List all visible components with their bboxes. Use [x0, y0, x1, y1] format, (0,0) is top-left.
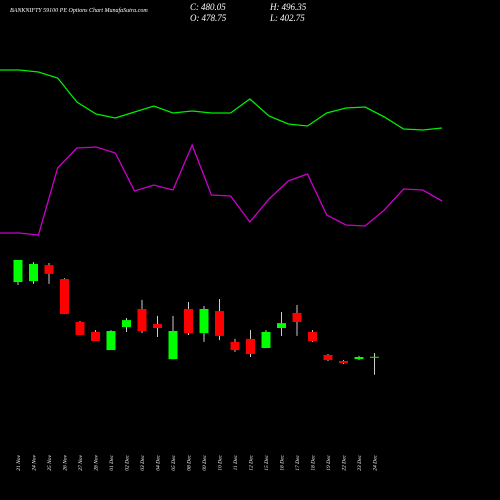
x-tick-label: 12 Dec: [249, 454, 255, 470]
x-tick-label: 11 Dec: [233, 454, 239, 470]
ohlc-stat: H: 496.35: [269, 2, 307, 12]
x-tick-label: 02 Dec: [125, 454, 131, 470]
x-tick-label: 19 Dec: [326, 454, 332, 470]
candle-body: [106, 331, 116, 351]
stat-value: 402.75: [280, 13, 305, 23]
ohlc-stat: L: 402.75: [269, 13, 305, 23]
x-tick-label: 25 Nov: [47, 454, 53, 470]
chart-title: BANKNIFTY 59100 PE Options Chart MunafaS…: [10, 7, 148, 14]
candle-body: [91, 331, 100, 341]
candle-body: [277, 323, 286, 328]
x-tick-label: 15 Dec: [264, 454, 270, 470]
candle-body: [29, 263, 38, 282]
candle-body: [354, 357, 364, 360]
stat-value: 496.35: [282, 2, 307, 12]
candle-body: [215, 311, 224, 336]
x-tick-label: 24 Nov: [31, 454, 38, 470]
x-tick-label: 08 Dec: [187, 454, 193, 470]
candle-body: [137, 308, 147, 332]
indicator-line: [0, 143, 443, 236]
x-tick-label: 23 Dec: [357, 454, 363, 470]
candle-body: [323, 354, 333, 361]
candle-body: [308, 331, 317, 341]
candle-body: [75, 321, 85, 335]
candle-body: [13, 259, 23, 283]
candle-body: [184, 308, 193, 334]
candle-body: [230, 341, 240, 351]
x-tick-label: 27 Nov: [78, 454, 84, 470]
x-tick-label: 09 Dec: [202, 454, 208, 470]
x-tick-label: 18 Dec: [311, 454, 317, 470]
x-tick-label: 22 Dec: [342, 454, 348, 470]
x-tick-label: 04 Dec: [155, 454, 162, 470]
candle-body: [44, 265, 54, 274]
stat-label: C:: [190, 2, 199, 12]
candle-body: [261, 331, 271, 348]
stat-label: L:: [269, 13, 278, 23]
stat-value: 480.05: [201, 2, 226, 12]
indicator-line: [0, 69, 443, 131]
candle-body: [246, 338, 255, 354]
stat-label: H:: [269, 2, 280, 12]
x-tick-label: 26 Nov: [63, 454, 69, 470]
ohlc-stat: O: 478.75: [190, 13, 227, 23]
candle-body: [153, 324, 162, 328]
candle-body: [60, 279, 69, 315]
candle-body: [292, 312, 302, 322]
x-tick-label: 16 Dec: [280, 454, 286, 470]
x-tick-label: 03 Dec: [140, 454, 146, 470]
candle-body: [122, 320, 131, 328]
x-tick-label: 10 Dec: [218, 454, 224, 470]
x-tick-label: 01 Dec: [109, 454, 115, 470]
x-tick-label: 21 Nov: [16, 454, 22, 470]
x-tick-label: 28 Nov: [94, 454, 100, 470]
candle-body: [168, 331, 178, 360]
x-tick-label: 24 Dec: [372, 454, 379, 470]
ohlc-stat: C: 480.05: [190, 2, 226, 12]
stat-label: O:: [190, 13, 200, 23]
candle-body: [339, 360, 348, 364]
candle-body: [199, 308, 209, 334]
candle-body: [370, 356, 379, 358]
x-tick-label: 17 Dec: [295, 454, 301, 470]
x-tick-label: 05 Dec: [171, 454, 177, 470]
stat-value: 478.75: [202, 13, 227, 23]
